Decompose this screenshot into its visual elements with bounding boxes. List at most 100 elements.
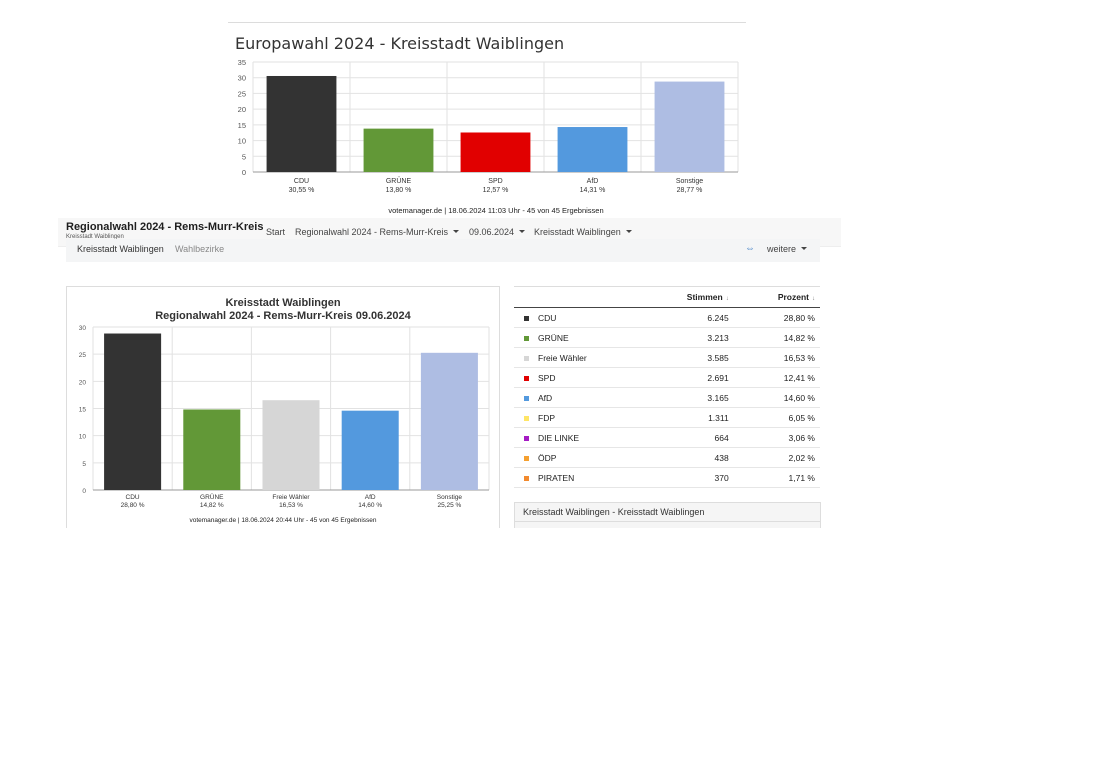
table-row[interactable]: CDU 6.245 28,80 %	[514, 307, 820, 328]
nav-area-dropdown[interactable]: Kreisstadt Waiblingen	[534, 227, 632, 237]
category-label: Sonstige	[676, 178, 703, 185]
table-row[interactable]: ÖDP 438 2,02 %	[514, 447, 820, 468]
caret-down-icon	[519, 230, 526, 233]
party-name: PIRATEN	[538, 467, 638, 488]
y-tick-label: 25	[238, 89, 246, 98]
chart-subtitle: Regionalwahl 2024 - Rems-Murr-Kreis 09.0…	[155, 310, 411, 322]
party-percent: 2,02 %	[728, 447, 820, 468]
value-label: 14,82 %	[200, 502, 224, 509]
bar	[654, 81, 725, 172]
y-tick-label: 15	[238, 121, 246, 130]
nav-election-dropdown[interactable]: Regionalwahl 2024 - Rems-Murr-Kreis	[295, 227, 460, 237]
bar	[420, 352, 478, 490]
bar	[104, 333, 162, 490]
value-label: 12,57 %	[483, 187, 509, 194]
table-row[interactable]: AfD 3.165 14,60 %	[514, 387, 820, 408]
party-votes: 6.245	[638, 307, 729, 328]
nav-area-label: Kreisstadt Waiblingen	[534, 227, 621, 237]
party-percent: 16,53 %	[728, 347, 820, 368]
value-label: 30,55 %	[289, 187, 315, 194]
party-color-cell	[514, 467, 538, 488]
party-color-cell	[514, 347, 538, 368]
party-color-swatch	[523, 415, 529, 421]
more-label: weitere	[767, 244, 797, 254]
table-row[interactable]: SPD 2.691 12,41 %	[514, 367, 820, 388]
link-icon[interactable]: ⇔	[745, 243, 755, 254]
party-color-swatch	[523, 475, 529, 481]
area-panel-title: Kreisstadt Waiblingen - Kreisstadt Waibl…	[523, 507, 705, 517]
value-label: 28,80 %	[121, 502, 145, 509]
navbar-brand-title[interactable]: Regionalwahl 2024 - Rems-Murr-Kreis	[66, 221, 264, 233]
tab-kreisstadt[interactable]: Kreisstadt Waiblingen	[77, 244, 164, 254]
y-tick-label: 15	[79, 407, 87, 414]
category-label: AfD	[587, 178, 599, 185]
party-name: CDU	[538, 307, 638, 328]
y-tick-label: 10	[79, 434, 87, 441]
caret-down-icon	[625, 230, 632, 233]
table-header-row: Stimmen ↓ Prozent ↓	[514, 286, 820, 308]
sort-icon: ↓	[812, 296, 815, 302]
party-color-swatch	[523, 335, 529, 341]
bar	[460, 132, 531, 172]
table-header-votes[interactable]: Stimmen ↓	[638, 286, 729, 308]
sort-icon: ↓	[725, 296, 729, 302]
bar	[183, 409, 241, 490]
party-percent: 6,05 %	[728, 407, 820, 428]
y-tick-label: 0	[242, 168, 246, 177]
party-votes: 370	[638, 467, 729, 488]
bar	[363, 128, 434, 172]
party-name: SPD	[538, 367, 638, 388]
bar	[341, 410, 399, 490]
category-label: Freie Wähler	[272, 494, 310, 501]
party-name: Freie Wähler	[538, 347, 638, 368]
table-row[interactable]: Freie Wähler 3.585 16,53 %	[514, 347, 820, 368]
bar	[262, 400, 320, 490]
y-tick-label: 25	[79, 352, 87, 359]
table-row[interactable]: GRÜNE 3.213 14,82 %	[514, 327, 820, 348]
nav-date-dropdown[interactable]: 09.06.2024	[469, 227, 526, 237]
chart-footer: votemanager.de | 18.06.2024 11:03 Uhr - …	[388, 206, 604, 215]
party-color-swatch	[523, 375, 529, 381]
party-votes: 3.165	[638, 387, 729, 408]
table-row[interactable]: PIRATEN 370 1,71 %	[514, 467, 820, 488]
chart-divider	[228, 22, 746, 23]
caret-down-icon	[801, 247, 808, 250]
party-percent: 3,06 %	[728, 427, 820, 448]
value-label: 25,25 %	[437, 502, 461, 509]
party-name: DIE LINKE	[538, 427, 638, 448]
party-color-cell	[514, 367, 538, 388]
party-color-cell	[514, 447, 538, 468]
tab-wahlbezirke[interactable]: Wahlbezirke	[175, 244, 225, 254]
party-votes: 2.691	[638, 367, 729, 388]
party-votes: 438	[638, 447, 729, 468]
party-percent: 14,82 %	[728, 327, 820, 348]
nav-start-label: Start	[266, 227, 286, 237]
area-panel	[514, 502, 821, 528]
party-color-swatch	[523, 355, 529, 361]
category-label: GRÜNE	[386, 177, 412, 185]
category-label: CDU	[294, 178, 309, 185]
more-dropdown[interactable]: weitere	[767, 244, 808, 254]
table-header-percent[interactable]: Prozent ↓	[728, 286, 820, 308]
party-color-cell	[514, 427, 538, 448]
navbar-brand-subtitle: Kreisstadt Waiblingen	[66, 234, 124, 240]
table-row[interactable]: FDP 1.311 6,05 %	[514, 407, 820, 428]
party-color-cell	[514, 327, 538, 348]
value-label: 16,53 %	[279, 502, 303, 509]
value-label: 14,31 %	[580, 187, 606, 194]
party-votes: 3.213	[638, 327, 729, 348]
party-color-cell	[514, 307, 538, 328]
chart-title: Kreisstadt Waiblingen	[225, 297, 341, 309]
category-label: Sonstige	[437, 494, 463, 501]
y-tick-label: 5	[82, 461, 86, 468]
nav-start[interactable]: Start	[266, 227, 285, 237]
party-name: FDP	[538, 407, 638, 428]
party-name: ÖDP	[538, 447, 638, 468]
category-label: CDU	[126, 494, 140, 501]
party-votes: 1.311	[638, 407, 729, 428]
table-row[interactable]: DIE LINKE 664 3,06 %	[514, 427, 820, 448]
y-tick-label: 20	[238, 105, 246, 114]
party-color-cell	[514, 387, 538, 408]
table-header-color	[514, 286, 538, 308]
